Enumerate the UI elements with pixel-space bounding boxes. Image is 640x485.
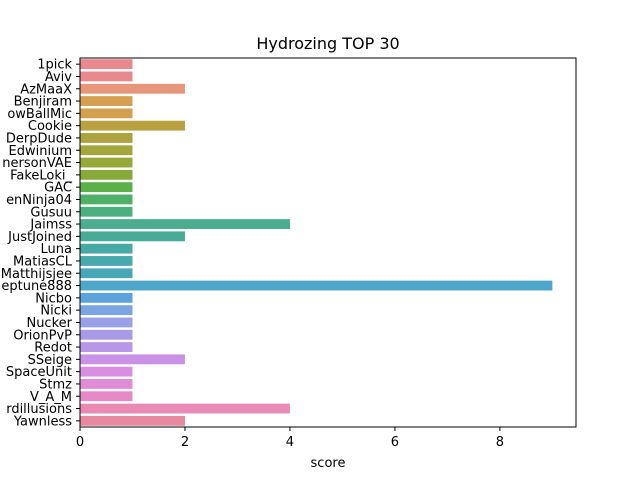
bar-21 (80, 317, 133, 328)
bar-20 (80, 305, 133, 316)
bars-layer (80, 59, 553, 426)
bar-8 (80, 157, 133, 168)
bar-28 (80, 403, 290, 414)
y-tick-label: SpaceUnit (6, 365, 72, 380)
chart-title: Hydrozing TOP 30 (256, 34, 399, 53)
bar-19 (80, 292, 133, 303)
y-tick-label: SSeige (28, 353, 72, 368)
y-tick-label: rdillusions (6, 402, 72, 417)
bar-25 (80, 366, 133, 377)
bar-26 (80, 379, 133, 389)
y-tick-label: Edwinium (9, 144, 72, 159)
x-axis-label: score (311, 456, 346, 471)
bar-7 (80, 145, 133, 156)
y-tick-label: Nicbo (35, 291, 72, 306)
bar-0 (80, 59, 133, 70)
bar-24 (80, 354, 185, 365)
bar-22 (80, 329, 133, 340)
y-tick-label: Cookie (28, 119, 72, 134)
y-tick-label: Nicki (40, 304, 72, 319)
bar-12 (80, 206, 133, 217)
bar-6 (80, 133, 133, 143)
bar-27 (80, 391, 133, 402)
y-tick-label: DerpDude (6, 131, 72, 146)
y-tick-label: OrionPvP (13, 328, 72, 343)
y-tick-label: AzMaaX (20, 82, 72, 97)
y-tick-label: owBallMic (7, 107, 72, 122)
y-tick-label: MatiasCL (13, 254, 73, 269)
y-tick-label: enNinja04 (6, 193, 72, 208)
bar-17 (80, 268, 133, 279)
x-axis: 0 2 4 6 8 (76, 427, 504, 450)
y-tick-label: Stmz (39, 377, 72, 392)
bar-9 (80, 169, 133, 180)
bar-4 (80, 108, 133, 119)
x-tick-label: 2 (181, 435, 189, 450)
y-tick-label: Redot (34, 341, 72, 356)
bar-14 (80, 231, 185, 242)
bar-11 (80, 194, 133, 205)
bar-15 (80, 243, 133, 254)
bar-16 (80, 256, 133, 266)
x-tick-label: 6 (391, 435, 399, 450)
y-tick-label: Benjiram (14, 95, 72, 110)
y-tick-label: Luna (41, 242, 72, 257)
bar-1 (80, 71, 133, 82)
y-tick-label: Nucker (26, 316, 72, 331)
bar-23 (80, 342, 133, 352)
bar-18 (80, 280, 553, 291)
y-tick-label: 1pick (37, 58, 72, 73)
y-tick-label: Jaimss (29, 218, 72, 233)
y-tick-label: Yawnless (13, 414, 72, 429)
y-tick-label: Aviv (45, 70, 72, 85)
bar-10 (80, 182, 133, 193)
y-tick-labels: 1pickAvivAzMaaXBenjiramowBallMicCookieDe… (1, 58, 80, 429)
x-tick-label: 8 (496, 435, 504, 450)
y-tick-label: FakeLoki_ (10, 168, 72, 183)
x-tick-label: 0 (76, 435, 84, 450)
bar-13 (80, 219, 290, 229)
y-tick-label: nersonVAE (2, 156, 72, 171)
x-tick-label: 4 (286, 435, 294, 450)
plot-frame (79, 57, 577, 428)
y-tick-label: GAC (44, 181, 72, 196)
y-tick-label: Matthijsjee (1, 267, 72, 282)
bar-3 (80, 96, 133, 106)
y-tick-label: Gusuu (30, 205, 72, 220)
bar-2 (80, 83, 185, 94)
bar-5 (80, 120, 185, 131)
y-tick-label: JustJoined (7, 230, 72, 245)
y-tick-label: eptune888 (1, 279, 72, 294)
bar-29 (80, 415, 185, 426)
y-tick-label: V_A_M (30, 390, 72, 405)
